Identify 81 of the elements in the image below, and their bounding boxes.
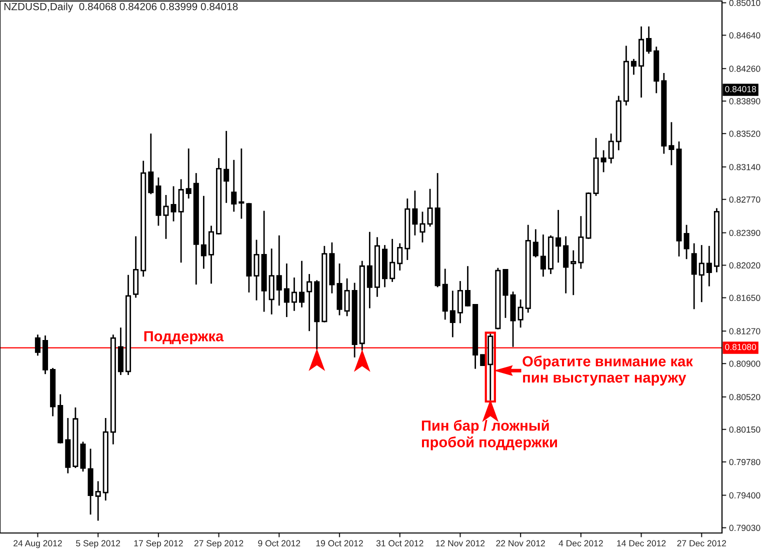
x-tick-label: 27 Dec 2012 (677, 540, 726, 546)
candlestick (464, 265, 471, 308)
x-tick-label: 27 Sep 2012 (194, 540, 244, 548)
candlestick (570, 250, 576, 296)
y-tick-label: 0.80150 (729, 426, 760, 433)
y-tick-label: 0.83890 (729, 98, 760, 104)
candlestick (170, 186, 176, 222)
candlestick (268, 248, 274, 316)
y-tick-label: 0.81270 (729, 328, 760, 334)
text: 0.84018 (725, 86, 756, 92)
x-tick-label: 17 Sep 2012 (134, 540, 183, 548)
y-tick-label: 0.83140 (729, 164, 760, 170)
candlestick (200, 195, 206, 270)
candlestick (706, 245, 712, 288)
candlestick (80, 441, 86, 472)
candlestick (684, 224, 690, 260)
candlestick (698, 244, 704, 303)
candlestick (556, 209, 562, 264)
y-tick-label: 0.84260 (729, 66, 760, 72)
candlestick (254, 239, 260, 302)
candlestick (608, 132, 614, 164)
candlestick (178, 178, 184, 264)
x-tick-label: 14 Dec 2012 (617, 540, 666, 546)
annotation: Обратите внимание как пин выступает наружу (522, 356, 693, 386)
y-tick-label: 0.83520 (729, 130, 760, 137)
y-tick-label: 0.82020 (729, 262, 760, 268)
x-tick-label: 5 Sep 2012 (76, 540, 120, 548)
candlestick (563, 236, 569, 294)
candlestick (186, 148, 192, 200)
y-tick-label: 0.85010 (729, 0, 760, 6)
candlestick (691, 242, 697, 310)
candlestick (390, 238, 396, 283)
candlestick (457, 280, 463, 324)
candlestick (276, 234, 282, 306)
candlestick (412, 190, 418, 236)
candlestick (163, 194, 169, 240)
text: 0.81080 (725, 344, 756, 350)
y-tick-label: 0.80900 (729, 360, 760, 367)
candlestick (366, 231, 372, 309)
candlestick (148, 132, 154, 195)
y-tick-label: 0.84640 (729, 32, 760, 38)
chart-title: NZDUSD,Daily 0.84068 0.84206 0.83999 0.84018 (4, 2, 238, 12)
candlestick (646, 26, 652, 54)
annotation: Пин бар / ложный пробой поддержки (422, 420, 557, 450)
candlestick (427, 188, 433, 228)
x-tick-label: 31 Oct 2012 (376, 540, 424, 546)
candlestick (450, 290, 456, 338)
y-tick-label: 0.82770 (729, 196, 760, 203)
candlestick (208, 225, 214, 284)
candlestick (668, 121, 674, 166)
candlestick (284, 262, 290, 318)
candlestick (518, 298, 524, 328)
y-tick-label: 0.79780 (729, 458, 760, 466)
candlestick (600, 150, 606, 173)
ref-line-label: Поддержка (144, 331, 224, 344)
x-tick-label: 4 Dec 2012 (558, 540, 603, 546)
candlestick (299, 260, 305, 308)
y-tick-label: 0.82390 (729, 230, 760, 236)
y-tick-label: 0.81650 (729, 294, 760, 301)
candlestick (238, 148, 244, 220)
candlestick (224, 130, 230, 204)
x-tick-label: 12 Nov 2012 (436, 540, 485, 546)
candlestick (231, 159, 237, 212)
x-tick-label: 19 Oct 2012 (316, 540, 363, 546)
y-tick-label: 0.79030 (729, 524, 760, 531)
candlestick (532, 228, 538, 258)
candlestick (306, 273, 312, 332)
y-tick-label: 0.80520 (729, 394, 760, 400)
candlestick (480, 354, 486, 366)
candlestick (420, 211, 426, 244)
candlestick (540, 234, 546, 278)
x-tick-label: 9 Oct 2012 (258, 540, 300, 546)
candlestick (291, 276, 297, 312)
candlestick (397, 242, 403, 272)
candlestick (95, 480, 101, 522)
x-tick-label: 22 Nov 2012 (496, 540, 545, 546)
candlestick (344, 278, 350, 317)
y-tick-label: 0.79400 (729, 492, 760, 499)
x-tick-label: 24 Aug 2012 (14, 540, 62, 548)
candlestick (34, 334, 40, 356)
candlestick (630, 58, 636, 76)
